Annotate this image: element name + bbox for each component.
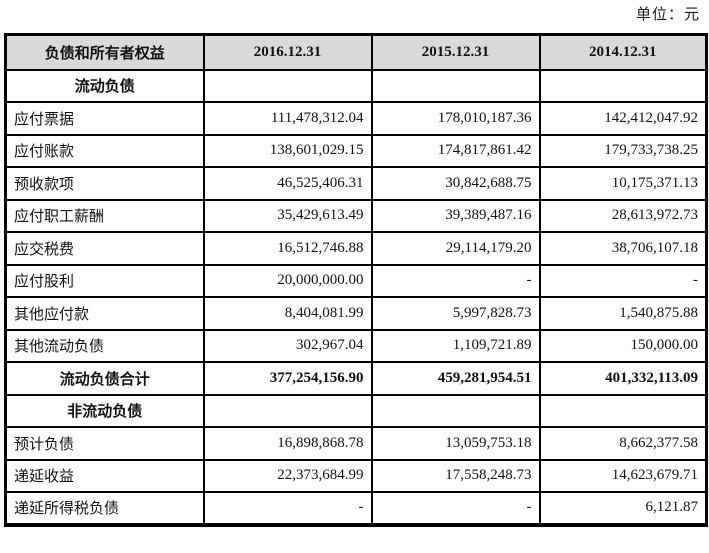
value-cell: 14,623,679.71 bbox=[538, 458, 708, 493]
table-row: 应付股利 20,000,000.00- - bbox=[4, 263, 708, 298]
row-label-cell: 递延收益 bbox=[4, 458, 205, 493]
value-cell: 28,613,972.73 bbox=[538, 198, 708, 233]
row-label-cell: 应付票据 bbox=[4, 101, 205, 136]
table-header: 负债和所有者权益 2016.12.31 2015.12.31 2014.12.31 bbox=[4, 33, 708, 71]
table-row: 应付账款 138,601,029.15 174,817,861.42 179,733,… bbox=[4, 133, 708, 168]
value-cell: 16,512,746.88 bbox=[202, 231, 373, 266]
table-row: 应付票据 111,478,312.04 178,010,187.36 142,412,… bbox=[4, 101, 708, 136]
table-row: 流动负债合计 377,254,156.90 459,281,954.51 401,33… bbox=[4, 361, 708, 396]
value-cell: - bbox=[202, 491, 373, 527]
value-cell: 16,898,868.78 bbox=[202, 426, 373, 461]
value-cell bbox=[202, 68, 373, 103]
row-label-cell: 流动负债合计 bbox=[4, 361, 205, 396]
value-cell bbox=[202, 393, 373, 428]
value-cell: - bbox=[538, 263, 708, 298]
value-cell: 302,967.04 bbox=[202, 328, 373, 363]
value-cell bbox=[370, 68, 541, 103]
value-cell: 178,010,187.36 bbox=[370, 101, 541, 136]
value-cell bbox=[370, 393, 541, 428]
value-cell: 111,478,312.04 bbox=[202, 101, 373, 136]
value-cell: 46,525,406.31 bbox=[202, 166, 373, 201]
balance-sheet-table: 负债和所有者权益 2016.12.31 2015.12.31 2014.12.31 流… bbox=[4, 33, 708, 527]
value-cell: 1,109,721.89 bbox=[370, 328, 541, 363]
value-cell: 179,733,738.25 bbox=[538, 133, 708, 168]
value-cell: 8,404,081.99 bbox=[202, 296, 373, 331]
table-row: 其他应付款 8,404,081.99 5,997,828.73 1,540,875.8… bbox=[4, 296, 708, 331]
value-cell bbox=[538, 393, 708, 428]
value-cell: 174,817,861.42 bbox=[370, 133, 541, 168]
row-label-cell: 预计负债 bbox=[4, 426, 205, 461]
value-cell: 39,389,487.16 bbox=[370, 198, 541, 233]
row-label-cell: 递延所得税负债 bbox=[4, 491, 205, 527]
value-cell: 150,000.00 bbox=[538, 328, 708, 363]
table-body: 流动负债 应付票据 111,478,312.04 178,010,187.36 142,… bbox=[4, 68, 708, 527]
value-cell: 20,000,000.00 bbox=[202, 263, 373, 298]
value-cell: 10,175,371.13 bbox=[538, 166, 708, 201]
value-cell: 142,412,047.92 bbox=[538, 101, 708, 136]
value-cell: - bbox=[370, 263, 541, 298]
value-cell: 138,601,029.15 bbox=[202, 133, 373, 168]
value-cell: 377,254,156.90 bbox=[202, 361, 373, 396]
row-label-cell: 预收款项 bbox=[4, 166, 205, 201]
row-label-cell: 其他流动负债 bbox=[4, 328, 205, 363]
value-cell: 5,997,828.73 bbox=[370, 296, 541, 331]
value-cell: 1,540,875.88 bbox=[538, 296, 708, 331]
value-cell: 13,059,753.18 bbox=[370, 426, 541, 461]
table-row: 其他流动负债 302,967.04 1,109,721.89 150,000.00 bbox=[4, 328, 708, 363]
unit-label: 单位：元 bbox=[635, 7, 700, 23]
table-header-row: 负债和所有者权益 2016.12.31 2015.12.31 2014.12.31 bbox=[4, 33, 708, 71]
table-row: 流动负债 bbox=[4, 68, 708, 103]
row-label-cell: 应付股利 bbox=[4, 263, 205, 298]
column-header: 负债和所有者权益 bbox=[4, 33, 205, 71]
row-label-cell: 流动负债 bbox=[4, 68, 205, 103]
table-row: 预收款项 46,525,406.31 30,842,688.75 10,175,371… bbox=[4, 166, 708, 201]
value-cell: 459,281,954.51 bbox=[370, 361, 541, 396]
value-cell: 35,429,613.49 bbox=[202, 198, 373, 233]
value-cell bbox=[538, 68, 708, 103]
row-label-cell: 其他应付款 bbox=[4, 296, 205, 331]
table-row: 非流动负债 bbox=[4, 393, 708, 428]
table-row: 预计负债 16,898,868.78 13,059,753.18 8,662,377.… bbox=[4, 426, 708, 461]
value-cell: 6,121.87 bbox=[538, 491, 708, 527]
row-label-cell: 应付账款 bbox=[4, 133, 205, 168]
table-row: 递延收益 22,373,684.99 17,558,248.73 14,623,679… bbox=[4, 458, 708, 493]
column-header: 2015.12.31 bbox=[370, 33, 541, 71]
value-cell: 30,842,688.75 bbox=[370, 166, 541, 201]
row-label-cell: 应付职工薪酬 bbox=[4, 198, 205, 233]
table-row: 递延所得税负债 - -6,121.87 bbox=[4, 491, 708, 527]
column-header: 2016.12.31 bbox=[202, 33, 373, 71]
value-cell: 17,558,248.73 bbox=[370, 458, 541, 493]
row-label-cell: 非流动负债 bbox=[4, 393, 205, 428]
value-cell: 22,373,684.99 bbox=[202, 458, 373, 493]
value-cell: 29,114,179.20 bbox=[370, 231, 541, 266]
table-row: 应付职工薪酬 35,429,613.49 39,389,487.16 28,613,9… bbox=[4, 198, 708, 233]
value-cell: 401,332,113.09 bbox=[538, 361, 708, 396]
value-cell: 8,662,377.58 bbox=[538, 426, 708, 461]
row-label-cell: 应交税费 bbox=[4, 231, 205, 266]
table-row: 应交税费 16,512,746.88 29,114,179.20 38,706,107… bbox=[4, 231, 708, 266]
value-cell: 38,706,107.18 bbox=[538, 231, 708, 266]
value-cell: - bbox=[370, 491, 541, 527]
column-header: 2014.12.31 bbox=[538, 33, 708, 71]
